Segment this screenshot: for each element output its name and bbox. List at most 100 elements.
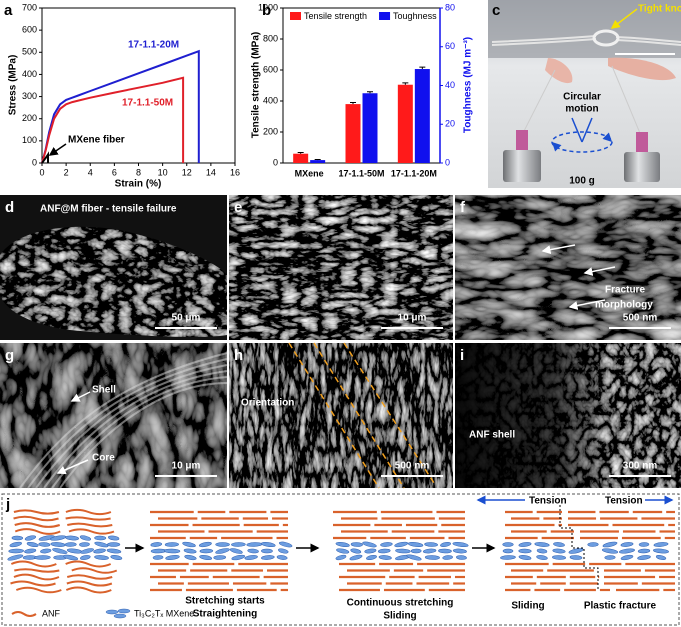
mxene-flake <box>93 548 106 554</box>
legend-mxene <box>117 608 131 614</box>
mxene-flake <box>183 548 197 554</box>
image-label: ANF@M fiber - tensile failure <box>40 204 177 215</box>
clip <box>636 132 648 152</box>
series-line <box>41 76 185 164</box>
x-tick-label: MXene <box>295 168 324 178</box>
mxene-flake <box>424 542 438 547</box>
x-tick-label: 8 <box>136 167 141 177</box>
bar <box>310 160 326 163</box>
scale-label: 500 nm <box>395 461 430 472</box>
panel-letter: e <box>234 199 242 216</box>
knot <box>592 29 620 47</box>
mxene-flake <box>653 548 669 554</box>
panel-letter: h <box>234 347 243 364</box>
mxene-flake <box>587 542 599 547</box>
legend-label: Ti₃C₂Tₓ MXene <box>134 608 194 618</box>
shell-layer <box>19 352 228 489</box>
mxene-flake <box>424 555 440 560</box>
mxene-flake <box>106 548 122 554</box>
mxene-flake <box>94 555 109 560</box>
scale-label: 10 μm <box>398 313 427 324</box>
y-tick-label: 300 <box>22 91 37 101</box>
y-tick-label: 100 <box>22 135 37 145</box>
motion-arrow <box>551 141 562 152</box>
series-line <box>41 151 49 164</box>
x-tick-label: 6 <box>112 167 117 177</box>
mxene-flake <box>335 554 347 561</box>
shell-layer <box>27 358 228 489</box>
anf-fiber <box>68 528 115 535</box>
mxene-flake <box>395 548 411 554</box>
series-label: MXene fiber <box>68 135 125 146</box>
mxene-flake <box>65 535 79 541</box>
mxene-flake <box>110 555 123 560</box>
mxene-flake <box>380 542 393 547</box>
mxene-flake <box>442 555 453 560</box>
sem-texture <box>229 195 453 340</box>
anf-fiber <box>14 568 60 573</box>
bar <box>397 84 413 163</box>
series-line <box>41 49 200 164</box>
anf-fiber <box>14 528 61 535</box>
mxene-flake <box>456 555 467 560</box>
mxene-flake <box>518 555 532 560</box>
mxene-flake <box>80 555 91 560</box>
mxene-flake <box>452 542 469 547</box>
x-axis-label: Strain (%) <box>115 179 162 190</box>
mxene-flake <box>199 548 214 554</box>
mxene-flake <box>502 542 514 547</box>
error-bar <box>367 91 373 94</box>
anf-fiber <box>71 567 118 574</box>
y-tick-label: 400 <box>22 69 37 79</box>
panel-letter: b <box>262 2 271 19</box>
hand <box>545 58 573 84</box>
mxene-flake <box>24 535 37 541</box>
fracture-path <box>559 505 599 590</box>
image-label: Core <box>92 453 115 464</box>
pointer-arrow <box>541 244 576 255</box>
sem-panel: d ANF@M fiber - tensile failure 50 μm <box>0 195 227 340</box>
y-tick-label: 800 <box>263 33 278 43</box>
mxene-flake <box>637 548 651 554</box>
mxene-flake <box>38 535 55 541</box>
x-tick-label: 12 <box>182 167 192 177</box>
mxene-flake <box>231 542 246 547</box>
mxene-flake <box>182 541 196 548</box>
mxene-flake <box>378 555 392 560</box>
mxene-flake <box>163 548 181 554</box>
mxene-flake <box>536 555 548 560</box>
anf-fiber <box>13 509 60 515</box>
mxene-flake <box>620 542 634 547</box>
anf-fiber <box>67 522 113 528</box>
x-tick-label: 17-1.1-50M <box>338 168 384 178</box>
panel-a: a Strain (%) Stress (MPa) <box>4 2 161 190</box>
tension-label: Tension <box>605 496 643 507</box>
mxene-flake <box>107 542 121 547</box>
panel-letter: j <box>5 496 10 513</box>
mxene-flake <box>349 554 363 561</box>
y2-tick-label: 40 <box>445 80 455 90</box>
y-axis-label: Stress (MPa) <box>8 55 19 116</box>
motion-arrow <box>602 132 613 143</box>
panel-letter: a <box>4 2 13 19</box>
mxene-flake <box>79 542 90 547</box>
mxene-flake <box>150 542 163 547</box>
mxene-flake <box>350 542 363 547</box>
mxene-flake <box>422 548 437 554</box>
mxene-flake <box>165 555 180 560</box>
scale-label: 500 nm <box>623 313 658 324</box>
anf-fiber <box>13 515 59 522</box>
mxene-flake <box>364 548 377 554</box>
mxene-flake <box>261 548 273 554</box>
x-tick-label: 0 <box>39 167 44 177</box>
error-bar <box>350 102 356 105</box>
anf-fiber <box>15 586 62 594</box>
mxene-flake <box>9 541 22 548</box>
legend-swatch <box>379 12 391 20</box>
mxene-flake <box>164 542 179 547</box>
mxene-flake <box>63 554 79 561</box>
mxene-flake <box>518 542 532 547</box>
series-label: 17-1.1-20M <box>128 40 179 51</box>
mxene-flake <box>244 555 258 560</box>
mxene-flake <box>198 541 212 548</box>
